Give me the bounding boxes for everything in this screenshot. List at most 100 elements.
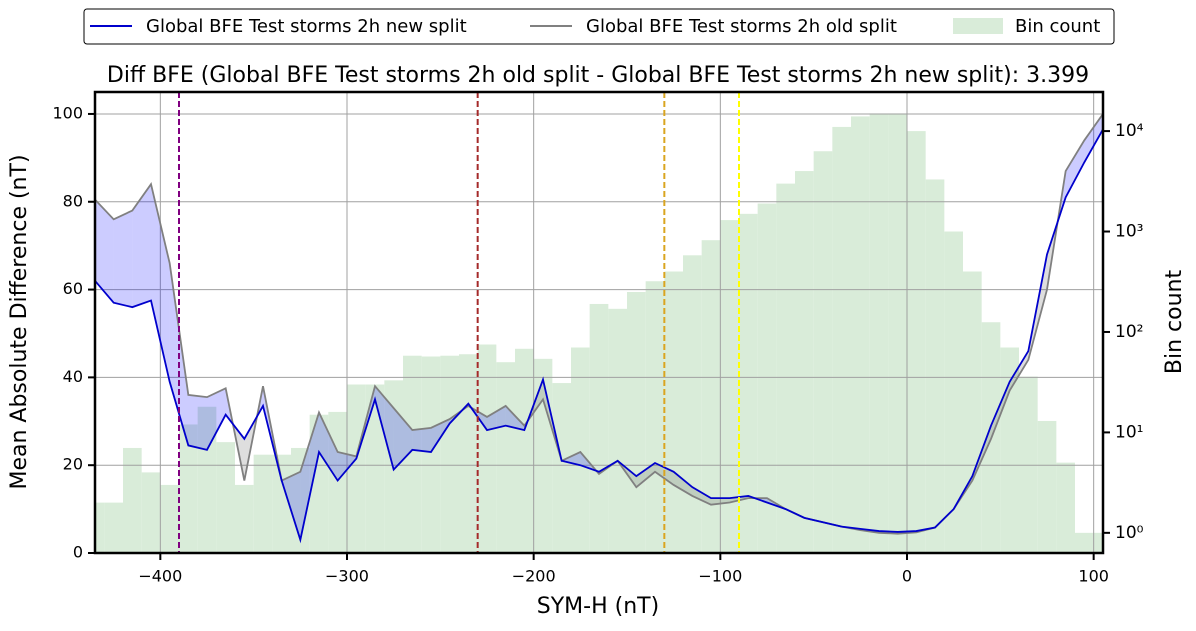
histogram-bar bbox=[776, 183, 795, 553]
histogram-bar bbox=[1075, 532, 1094, 553]
histogram-bar bbox=[589, 303, 609, 553]
histogram-bar bbox=[944, 231, 963, 553]
histogram-bar bbox=[701, 240, 721, 553]
legend-box bbox=[83, 8, 1115, 45]
y2-tick-label: 10² bbox=[1115, 322, 1143, 342]
histogram-bar bbox=[795, 171, 814, 553]
histogram-bar bbox=[1000, 347, 1019, 553]
y2-axis-label: Bin count bbox=[1162, 270, 1187, 375]
axes: −400 −300 −200 −100 0 100 0 20 40 60 80 100 10⁰ 10¹ 10… bbox=[52, 90, 1144, 586]
fill-between bbox=[113, 210, 133, 308]
fill-between bbox=[188, 394, 207, 450]
x-tick-label: −400 bbox=[138, 567, 182, 586]
y2-tick-label: 10³ bbox=[1115, 222, 1143, 242]
legend-label: Bin count bbox=[1015, 16, 1100, 37]
axes-frame bbox=[93, 90, 1105, 555]
histogram-bar bbox=[347, 384, 366, 553]
histogram-bar bbox=[477, 344, 497, 553]
histogram-bar bbox=[683, 255, 702, 553]
y-tick-label: 40 bbox=[63, 367, 83, 386]
x-tick-label: −100 bbox=[698, 567, 742, 586]
histogram-bar bbox=[664, 271, 683, 553]
histogram-bar bbox=[459, 354, 478, 553]
y-tick-label: 80 bbox=[63, 191, 83, 210]
fill-between bbox=[636, 462, 655, 488]
x-tick-label: 100 bbox=[1078, 567, 1109, 586]
fill-between bbox=[1065, 140, 1085, 198]
histogram-bar bbox=[496, 362, 515, 553]
histogram-bar bbox=[253, 454, 273, 553]
y-tick-label: 20 bbox=[63, 455, 83, 474]
histogram-bar bbox=[1093, 532, 1103, 553]
x-axis-label: SYM-H (nT) bbox=[537, 594, 659, 619]
histogram-bar bbox=[235, 484, 254, 553]
histogram-bar bbox=[552, 383, 571, 553]
y2-tick-label: 10⁰ bbox=[1115, 523, 1144, 543]
fill-between bbox=[1009, 351, 1029, 391]
fill-between bbox=[300, 412, 319, 540]
histogram-bar bbox=[179, 424, 198, 553]
histogram-bar bbox=[739, 213, 758, 553]
histogram-bar bbox=[123, 447, 142, 553]
legend-swatch bbox=[953, 18, 1003, 34]
histogram-bar bbox=[328, 411, 347, 553]
fill-between bbox=[337, 452, 357, 481]
histogram-bar bbox=[571, 347, 590, 553]
y-tick-label: 60 bbox=[63, 279, 83, 298]
histogram-bar bbox=[813, 151, 833, 553]
fill-between bbox=[95, 199, 114, 303]
histogram-bar bbox=[95, 502, 105, 553]
y-axis-label: Mean Absolute Difference (nT) bbox=[7, 154, 32, 489]
fill-between bbox=[673, 471, 693, 496]
x-tick-label: −200 bbox=[512, 567, 556, 586]
histogram-bar bbox=[104, 502, 123, 553]
fill-between bbox=[1084, 113, 1103, 163]
fill-between bbox=[207, 388, 226, 450]
histogram-bar bbox=[309, 414, 329, 553]
y-tick-label: 0 bbox=[73, 543, 83, 562]
histogram-bar bbox=[869, 113, 889, 553]
y2-tick-label: 10⁴ bbox=[1115, 121, 1144, 141]
fill-between bbox=[561, 452, 581, 466]
histogram-bar bbox=[403, 355, 422, 553]
fill-between bbox=[487, 405, 506, 431]
histogram-bar bbox=[197, 406, 217, 553]
chart-title: Diff BFE (Global BFE Test storms 2h old … bbox=[107, 63, 1089, 88]
histogram-bar bbox=[1056, 462, 1075, 553]
x-tick-label: −300 bbox=[325, 567, 369, 586]
histogram-bar bbox=[1037, 420, 1057, 553]
histogram-bar bbox=[627, 291, 646, 553]
histogram-bar bbox=[925, 179, 945, 553]
histogram-bar bbox=[365, 384, 385, 553]
histogram-bar bbox=[645, 281, 665, 553]
histogram-bar bbox=[141, 472, 161, 553]
histogram-bar bbox=[440, 355, 459, 553]
histogram-bar bbox=[907, 131, 926, 553]
histogram-bar bbox=[963, 271, 982, 553]
line-series bbox=[95, 128, 1103, 544]
fill-between bbox=[412, 427, 431, 453]
histogram-bar bbox=[888, 113, 907, 553]
histogram-bar bbox=[851, 116, 870, 553]
fill-between bbox=[692, 487, 711, 505]
legend-label: Global BFE Test storms 2h new split bbox=[146, 16, 467, 37]
fill-between bbox=[319, 412, 338, 481]
histogram-bar bbox=[608, 308, 627, 553]
fill-between bbox=[711, 498, 730, 505]
fill-between bbox=[132, 184, 151, 308]
legend: Global BFE Test storms 2h new split Globa… bbox=[83, 8, 1115, 45]
y2-tick-label: 10¹ bbox=[1115, 422, 1143, 442]
histogram-bar bbox=[421, 356, 441, 553]
histogram-bar bbox=[832, 126, 851, 553]
fill-between bbox=[151, 184, 170, 382]
histogram-bar bbox=[515, 348, 534, 553]
histogram-bar bbox=[216, 442, 235, 553]
plot-area bbox=[95, 92, 1103, 553]
histogram-bar bbox=[160, 484, 179, 553]
legend-label: Global BFE Test storms 2h old split bbox=[586, 16, 897, 37]
x-tick-label: 0 bbox=[902, 567, 912, 586]
y-tick-label: 100 bbox=[52, 103, 83, 122]
histogram-bar bbox=[720, 220, 739, 553]
